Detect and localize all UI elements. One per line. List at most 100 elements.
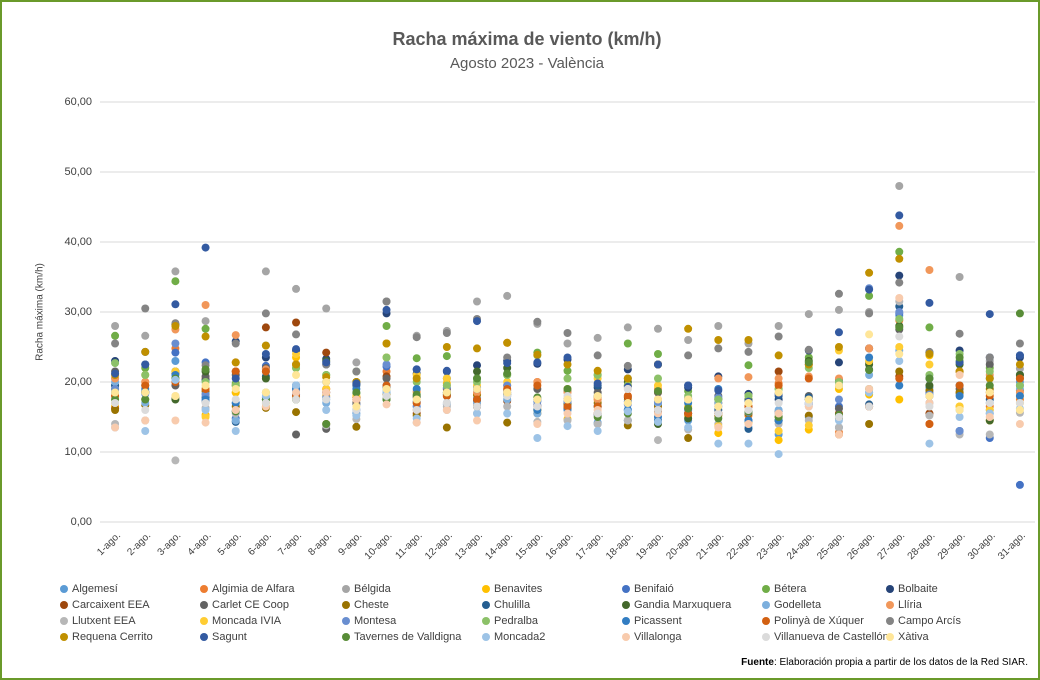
data-point xyxy=(261,267,270,276)
data-point xyxy=(834,289,843,298)
data-point xyxy=(322,388,331,397)
data-point xyxy=(804,374,813,383)
data-point xyxy=(865,353,874,362)
data-point xyxy=(382,374,391,383)
data-point xyxy=(714,374,723,383)
data-point xyxy=(473,385,482,393)
data-point xyxy=(141,381,150,390)
data-point xyxy=(563,422,572,431)
data-point xyxy=(473,361,482,370)
legend-marker xyxy=(342,601,350,609)
data-point xyxy=(442,374,451,383)
data-point xyxy=(714,395,723,404)
data-point xyxy=(804,358,813,367)
data-point xyxy=(895,315,904,323)
data-point xyxy=(714,439,723,448)
data-point xyxy=(834,404,843,413)
data-point xyxy=(503,338,512,347)
data-point xyxy=(1015,374,1024,383)
data-point xyxy=(684,351,693,360)
data-point xyxy=(533,434,542,442)
data-point xyxy=(141,304,150,313)
data-point xyxy=(382,322,391,330)
data-point xyxy=(111,399,120,407)
data-point xyxy=(985,413,994,421)
data-point xyxy=(231,406,240,414)
data-point xyxy=(744,420,753,428)
legend-label: Llutxent EEA xyxy=(72,615,136,627)
data-point xyxy=(473,374,482,383)
data-point xyxy=(744,439,753,448)
data-point xyxy=(141,406,150,414)
data-point xyxy=(714,344,723,353)
data-point xyxy=(322,304,331,313)
data-point xyxy=(111,423,120,432)
data-point xyxy=(382,339,391,348)
data-point xyxy=(623,385,632,393)
data-point xyxy=(382,360,391,369)
data-point xyxy=(201,406,210,414)
data-point xyxy=(985,381,994,390)
data-point xyxy=(985,367,994,376)
data-point xyxy=(382,297,391,306)
data-point xyxy=(593,366,602,375)
data-point xyxy=(593,409,602,418)
legend-label: Requena Cerrito xyxy=(72,631,153,643)
data-point xyxy=(261,341,270,350)
data-point xyxy=(322,348,331,357)
data-point xyxy=(834,395,843,404)
data-point xyxy=(261,350,270,358)
data-point xyxy=(292,371,301,379)
data-point xyxy=(593,427,602,435)
legend-label: Sagunt xyxy=(212,631,247,643)
data-point xyxy=(171,300,180,309)
data-point xyxy=(292,284,301,293)
data-point xyxy=(895,221,904,230)
y-tick-label: 40,00 xyxy=(64,236,92,248)
data-point xyxy=(503,291,512,300)
data-point xyxy=(563,353,572,362)
legend-marker xyxy=(886,633,894,641)
legend-marker xyxy=(622,601,630,609)
data-point xyxy=(865,285,874,294)
data-point xyxy=(292,430,301,439)
y-tick-label: 60,00 xyxy=(64,96,92,108)
legend-marker xyxy=(886,585,894,593)
data-point xyxy=(895,294,904,302)
data-point xyxy=(714,336,723,344)
legend-label: Bélgida xyxy=(354,583,392,595)
data-point xyxy=(503,418,512,427)
data-point xyxy=(201,301,210,309)
data-point xyxy=(804,345,813,354)
legend-label: Algemesí xyxy=(72,583,118,595)
data-point xyxy=(834,423,843,432)
data-point xyxy=(895,350,904,358)
data-point xyxy=(955,353,964,362)
data-point xyxy=(623,399,632,407)
data-point xyxy=(865,420,874,428)
data-point xyxy=(714,423,723,432)
data-point xyxy=(955,329,964,338)
legend-marker xyxy=(342,633,350,641)
legend-marker xyxy=(482,617,490,625)
data-point xyxy=(442,352,451,361)
data-point xyxy=(533,317,542,326)
y-tick-label: 10,00 xyxy=(64,446,92,458)
data-point xyxy=(352,411,361,420)
data-point xyxy=(201,418,210,427)
legend-marker xyxy=(200,617,208,625)
data-point xyxy=(352,402,361,411)
data-point xyxy=(865,309,874,318)
data-point xyxy=(623,339,632,348)
data-point xyxy=(653,324,662,333)
data-point xyxy=(352,422,361,431)
data-point xyxy=(503,359,512,368)
data-point xyxy=(804,421,813,430)
data-point xyxy=(201,399,210,407)
data-point xyxy=(744,347,753,356)
data-point xyxy=(533,350,542,359)
data-point xyxy=(563,366,572,375)
data-point xyxy=(111,322,120,330)
data-point xyxy=(201,243,210,252)
data-point xyxy=(171,267,180,276)
